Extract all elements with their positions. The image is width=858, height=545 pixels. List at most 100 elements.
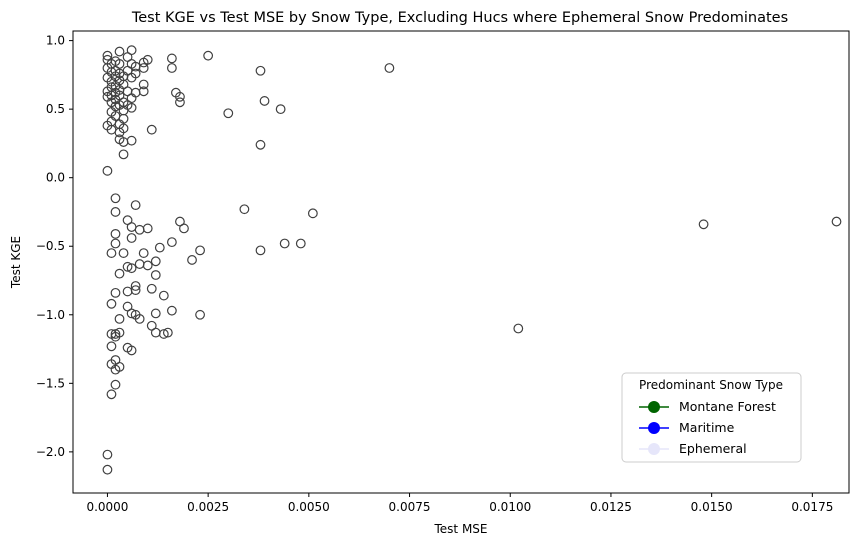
data-point: [126, 45, 137, 56]
x-tick-label: 0.0025: [187, 500, 229, 514]
data-point: [118, 113, 129, 124]
data-point: [130, 200, 141, 211]
data-point: [150, 256, 161, 267]
x-axis-label: Test MSE: [434, 522, 488, 536]
data-point: [118, 248, 129, 258]
x-tick-label: 0.0150: [691, 500, 733, 514]
data-point: [110, 329, 121, 339]
legend-box: [621, 372, 802, 463]
data-point: [110, 193, 121, 204]
legend-title: Predominant Snow Type: [639, 378, 783, 392]
data-point: [118, 123, 129, 134]
data-point: [110, 379, 121, 390]
data-point: [106, 248, 117, 258]
data-point: [138, 63, 149, 73]
data-point: [126, 135, 137, 146]
data-point: [175, 91, 185, 102]
data-point: [138, 79, 149, 90]
data-point: [102, 449, 113, 460]
data-point: [110, 228, 121, 239]
data-point: [187, 255, 197, 265]
y-tick-label: −1.5: [36, 376, 65, 390]
y-tick-label: 0.5: [46, 102, 65, 116]
data-point: [122, 261, 133, 272]
data-point: [259, 96, 270, 106]
data-point: [513, 323, 524, 334]
data-point: [223, 108, 234, 119]
data-point: [134, 313, 145, 324]
data-point: [150, 270, 161, 280]
x-tick-label: 0.0075: [389, 500, 431, 514]
data-point: [114, 59, 125, 69]
data-point: [126, 233, 137, 243]
data-point: [166, 63, 177, 73]
data-point: [106, 341, 117, 352]
x-tick-label: 0.0100: [489, 500, 531, 514]
x-tick-label: 0.0125: [590, 500, 632, 514]
data-point: [166, 237, 177, 248]
data-point: [698, 219, 709, 230]
data-point: [307, 208, 318, 219]
data-point: [255, 65, 266, 76]
data-point: [126, 102, 137, 113]
y-tick-label: −0.5: [36, 239, 65, 253]
data-point: [110, 331, 121, 342]
data-point: [158, 329, 169, 339]
data-point: [110, 287, 121, 298]
data-point: [275, 104, 286, 115]
data-point: [142, 260, 153, 271]
data-point: [138, 248, 149, 258]
data-point: [110, 238, 121, 249]
data-point: [175, 97, 185, 108]
data-point: [130, 68, 141, 79]
data-point: [295, 238, 306, 249]
legend-marker-ephemeral: [648, 443, 660, 455]
data-point: [114, 46, 125, 57]
data-point: [146, 283, 157, 294]
legend-marker-maritime: [648, 422, 660, 434]
x-tick-label: 0.0175: [791, 500, 833, 514]
y-tick-label: −2.0: [36, 445, 65, 459]
data-point: [122, 286, 133, 297]
data-point: [114, 313, 125, 324]
data-point: [118, 149, 129, 160]
chart-title: Test KGE vs Test MSE by Snow Type, Exclu…: [131, 10, 788, 26]
data-point: [130, 281, 141, 291]
data-point: [142, 54, 153, 65]
data-points: [102, 45, 842, 475]
data-point: [102, 50, 113, 61]
data-point: [142, 223, 153, 234]
data-point: [102, 464, 113, 475]
y-tick-label: 0.0: [46, 171, 65, 185]
data-point: [384, 63, 395, 73]
y-tick-label: 1.0: [46, 34, 65, 48]
y-tick-label: −1.0: [36, 308, 65, 322]
data-point: [166, 53, 177, 64]
y-axis-ticks: −2.0 −1.5 −1.0 −0.5 0.0 0.5 1.0: [36, 34, 73, 459]
legend: Predominant Snow Type Montane Forest Mar…: [621, 372, 802, 463]
data-point: [255, 245, 266, 256]
data-point: [106, 389, 117, 400]
legend-entry-montane-forest: Montane Forest: [639, 399, 776, 414]
legend-label-ephemeral: Ephemeral: [679, 441, 747, 456]
x-tick-label: 0.0050: [288, 500, 330, 514]
data-point: [114, 268, 125, 279]
data-point: [179, 223, 189, 234]
data-point: [126, 308, 137, 319]
data-point: [138, 86, 149, 97]
data-point: [255, 139, 266, 150]
data-point: [126, 345, 137, 356]
data-point: [195, 245, 205, 256]
data-point: [203, 50, 214, 61]
y-axis-label: Test KGE: [9, 236, 23, 289]
data-point: [110, 207, 121, 217]
data-point: [102, 165, 113, 176]
data-point: [239, 204, 250, 215]
legend-label-maritime: Maritime: [679, 420, 735, 435]
data-point: [126, 263, 137, 274]
x-axis-ticks: 0.0000 0.0025 0.0050 0.0075 0.0100 0.0125 0.01…: [86, 493, 833, 514]
data-point: [158, 290, 169, 301]
legend-marker-montane-forest: [648, 401, 660, 413]
data-point: [166, 305, 177, 316]
